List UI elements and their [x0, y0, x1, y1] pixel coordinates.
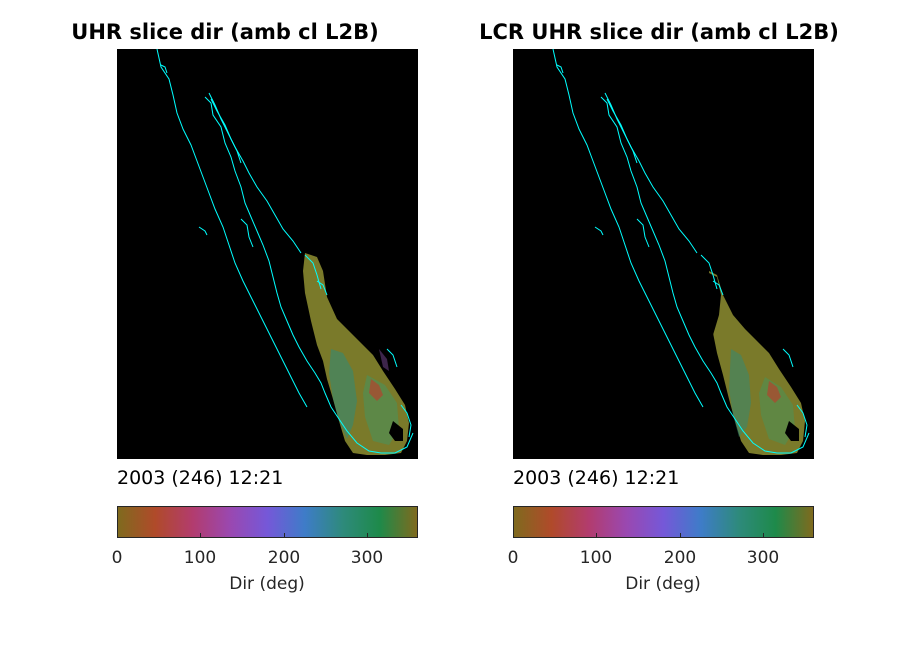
colorbar-tick-label: 0 [507, 548, 519, 568]
coastline [156, 49, 414, 454]
colorbar-tickmark [513, 533, 514, 538]
timestamp: 2003 (246) 12:21 [513, 467, 680, 489]
colorbar-tick-label: 0 [111, 548, 123, 568]
colorbar-tick-label: 100 [579, 548, 613, 568]
swath-gap [709, 273, 721, 335]
colorbar-tick-label: 100 [183, 548, 217, 568]
colorbar [513, 506, 814, 538]
coastline [552, 49, 810, 454]
colorbar-label: Dir (deg) [625, 574, 701, 594]
wind-direction-map [117, 49, 418, 459]
swath-hole [785, 421, 799, 441]
swath-texture [379, 349, 389, 371]
swath [303, 253, 409, 455]
colorbar-tick-label: 200 [267, 548, 301, 568]
swath-hole [389, 421, 403, 441]
chart-title: UHR slice dir (amb cl L2B) [71, 20, 379, 44]
colorbar-tickmark [367, 533, 368, 538]
swath-texture [767, 381, 781, 403]
wind-direction-map [513, 49, 814, 459]
colorbar-tickmark [763, 533, 764, 538]
colorbar-tick-label: 300 [746, 548, 780, 568]
colorbar-tickmark [117, 533, 118, 538]
panel-lcr-uhr: LCR UHR slice dir (amb cl L2B) [479, 20, 839, 594]
colorbar-tickmark [596, 533, 597, 538]
colorbar-tick-label: 300 [350, 548, 384, 568]
swath-texture [729, 349, 751, 437]
timestamp: 2003 (246) 12:21 [117, 467, 284, 489]
colorbar-tick-label: 200 [663, 548, 697, 568]
colorbar-tickmark [200, 533, 201, 538]
swath-data [303, 253, 409, 455]
colorbar-tickmark [680, 533, 681, 538]
swath-data [709, 271, 805, 455]
panel-uhr: UHR slice dir (amb cl L2B) [71, 20, 418, 594]
chart-title: LCR UHR slice dir (amb cl L2B) [479, 20, 839, 44]
colorbar-tickmark [284, 533, 285, 538]
colorbar-label: Dir (deg) [229, 574, 305, 594]
swath-texture [329, 349, 357, 439]
colorbar [117, 506, 418, 538]
swath-texture [369, 379, 383, 401]
